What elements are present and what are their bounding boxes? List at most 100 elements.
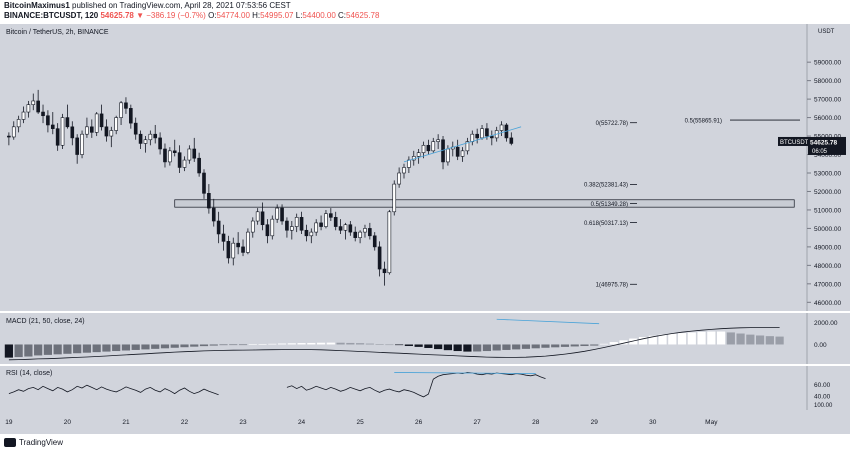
macd-histogram-bar xyxy=(199,344,209,347)
macd-histogram-bar xyxy=(707,331,716,345)
macd-histogram-bar xyxy=(297,343,306,345)
macd-histogram-bar xyxy=(521,344,531,349)
macd-histogram-bar xyxy=(219,344,228,346)
candle-body xyxy=(85,126,89,135)
macd-histogram-bar xyxy=(24,344,33,357)
time-axis-background xyxy=(0,410,850,434)
candle-body xyxy=(172,150,177,153)
macd-histogram-bar xyxy=(34,344,43,356)
support-zone-box xyxy=(174,199,795,208)
candle-body xyxy=(89,126,94,133)
macd-histogram-bar xyxy=(482,344,492,352)
macd-plot xyxy=(4,318,784,361)
macd-histogram-bar xyxy=(73,344,82,354)
candle-body xyxy=(455,146,460,157)
macd-histogram-bar xyxy=(365,343,374,345)
high-label: H: xyxy=(252,11,261,20)
publish-line: BitcoinMaximus1 published on TradingView… xyxy=(4,1,291,10)
candle-body xyxy=(21,111,26,120)
macd-trendline xyxy=(496,318,600,325)
macd-line xyxy=(8,327,780,361)
macd-histogram-bar xyxy=(356,343,365,345)
macd-histogram-bar xyxy=(141,344,150,350)
candle-body xyxy=(299,217,304,231)
candle-body xyxy=(241,246,245,253)
chart-title: Bitcoin / TetherUS, 2h, BINANCE xyxy=(6,29,109,36)
ohlc-line: BINANCE:BTCUSDT, 120 54625.78 ▼ −386.19 … xyxy=(4,11,379,20)
down-arrow-icon: ▼ xyxy=(136,11,144,20)
price-tick-label: 53000.00 xyxy=(814,171,841,178)
macd-histogram-bar xyxy=(307,342,316,345)
candle-body xyxy=(416,152,421,157)
macd-histogram-bar xyxy=(473,344,482,352)
macd-histogram-bar xyxy=(716,331,726,345)
candle-body xyxy=(270,218,275,237)
candle-body xyxy=(55,128,60,146)
candle-body xyxy=(465,141,470,152)
time-tick-label: 19 xyxy=(5,419,13,426)
macd-histogram-bar xyxy=(248,344,257,345)
macd-histogram-bar xyxy=(180,344,189,348)
macd-histogram-bar xyxy=(746,334,755,345)
candle-body xyxy=(397,172,401,185)
low-label: L: xyxy=(295,11,303,20)
price-tag-value: 54625.78 xyxy=(810,139,837,146)
candle-body xyxy=(246,231,250,253)
candle-body xyxy=(368,228,372,237)
author-name[interactable]: BitcoinMaximus1 xyxy=(4,1,70,10)
macd-histogram-bar xyxy=(531,344,540,349)
support-zone[interactable] xyxy=(174,199,795,208)
candle-body xyxy=(158,137,162,150)
candle-body xyxy=(289,226,294,231)
macd-histogram-bar xyxy=(502,344,511,350)
candle-body xyxy=(26,104,31,113)
candle-body xyxy=(50,124,55,129)
macd-histogram-bar xyxy=(424,344,433,348)
macd-histogram-bar xyxy=(677,333,687,345)
macd-histogram-bar xyxy=(160,344,170,349)
candle-body xyxy=(187,148,192,161)
open-label: O: xyxy=(208,11,217,20)
fib-level-label: 0.618(50317.13) xyxy=(584,221,628,227)
macd-histogram-bar xyxy=(629,338,638,345)
macd-histogram-bar xyxy=(404,344,413,347)
chart-header: BitcoinMaximus1 published on TradingView… xyxy=(0,0,850,24)
footer: TradingView xyxy=(4,438,63,447)
macd-histogram-bar xyxy=(131,344,140,350)
fib-retracement[interactable]: 0.5(55865.91) 0(55722.78) 0.382(52381.43) 0… xyxy=(584,118,800,289)
time-tick-label: 30 xyxy=(649,419,657,426)
price-axis-unit: USDT xyxy=(818,29,835,35)
macd-histogram-bar xyxy=(736,333,745,345)
macd-histogram-bar xyxy=(238,344,248,346)
rsi-axis-ticks: 60.00 40.00 100.00 xyxy=(814,382,833,409)
price-tick-label: 58000.00 xyxy=(814,78,841,85)
chart-canvas[interactable]: Bitcoin / TetherUS, 2h, BINANCE MACD (21… xyxy=(0,24,850,434)
candle-body xyxy=(319,222,323,227)
candle-body xyxy=(250,220,255,233)
candle-body xyxy=(470,133,475,142)
candle-body xyxy=(216,220,221,235)
candle-body xyxy=(285,220,289,231)
macd-histogram-bar xyxy=(560,344,570,347)
candle-body xyxy=(16,119,21,128)
macd-histogram-bar xyxy=(190,344,199,347)
candle-body xyxy=(348,224,353,233)
open-value: 54774.00 xyxy=(216,11,250,20)
candle-body xyxy=(333,217,338,227)
price-tick-label: 57000.00 xyxy=(814,97,841,104)
macd-histogram-bar xyxy=(53,344,62,355)
candle-body xyxy=(231,242,236,259)
candle-body xyxy=(329,213,333,218)
price-tick-label: 54000.00 xyxy=(814,152,841,159)
candle-body xyxy=(294,217,299,227)
macd-histogram-bar xyxy=(434,344,443,350)
candle-body xyxy=(485,128,489,137)
price-trendline[interactable] xyxy=(403,126,522,163)
macd-histogram-bar xyxy=(277,343,287,345)
candle-body xyxy=(192,148,197,159)
macd-tick-label: 2000.00 xyxy=(814,320,838,327)
candle-body xyxy=(168,150,172,163)
candle-body xyxy=(499,124,504,131)
rsi-tick-label: 100.00 xyxy=(814,403,833,409)
candle-body xyxy=(143,139,148,144)
